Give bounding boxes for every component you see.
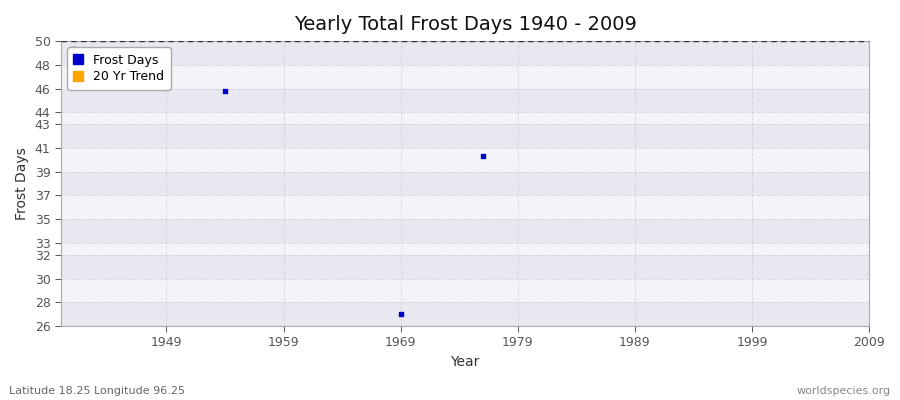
Point <box>475 153 490 160</box>
X-axis label: Year: Year <box>450 355 480 369</box>
Text: worldspecies.org: worldspecies.org <box>796 386 891 396</box>
Text: Latitude 18.25 Longitude 96.25: Latitude 18.25 Longitude 96.25 <box>9 386 185 396</box>
Bar <box>61 41 869 65</box>
Title: Yearly Total Frost Days 1940 - 2009: Yearly Total Frost Days 1940 - 2009 <box>293 15 636 34</box>
Bar <box>61 278 869 302</box>
Point <box>218 88 232 94</box>
Point <box>393 311 408 317</box>
Bar <box>61 172 869 196</box>
Bar <box>61 243 869 255</box>
Legend: Frost Days, 20 Yr Trend: Frost Days, 20 Yr Trend <box>68 47 171 90</box>
Bar <box>61 196 869 219</box>
Bar <box>61 112 869 124</box>
Bar <box>61 65 869 88</box>
Point <box>66 46 80 53</box>
Bar <box>61 255 869 278</box>
Bar <box>61 219 869 243</box>
Bar <box>61 302 869 326</box>
Bar <box>61 88 869 112</box>
Bar <box>61 148 869 172</box>
Y-axis label: Frost Days: Frost Days <box>15 147 29 220</box>
Bar <box>61 124 869 148</box>
